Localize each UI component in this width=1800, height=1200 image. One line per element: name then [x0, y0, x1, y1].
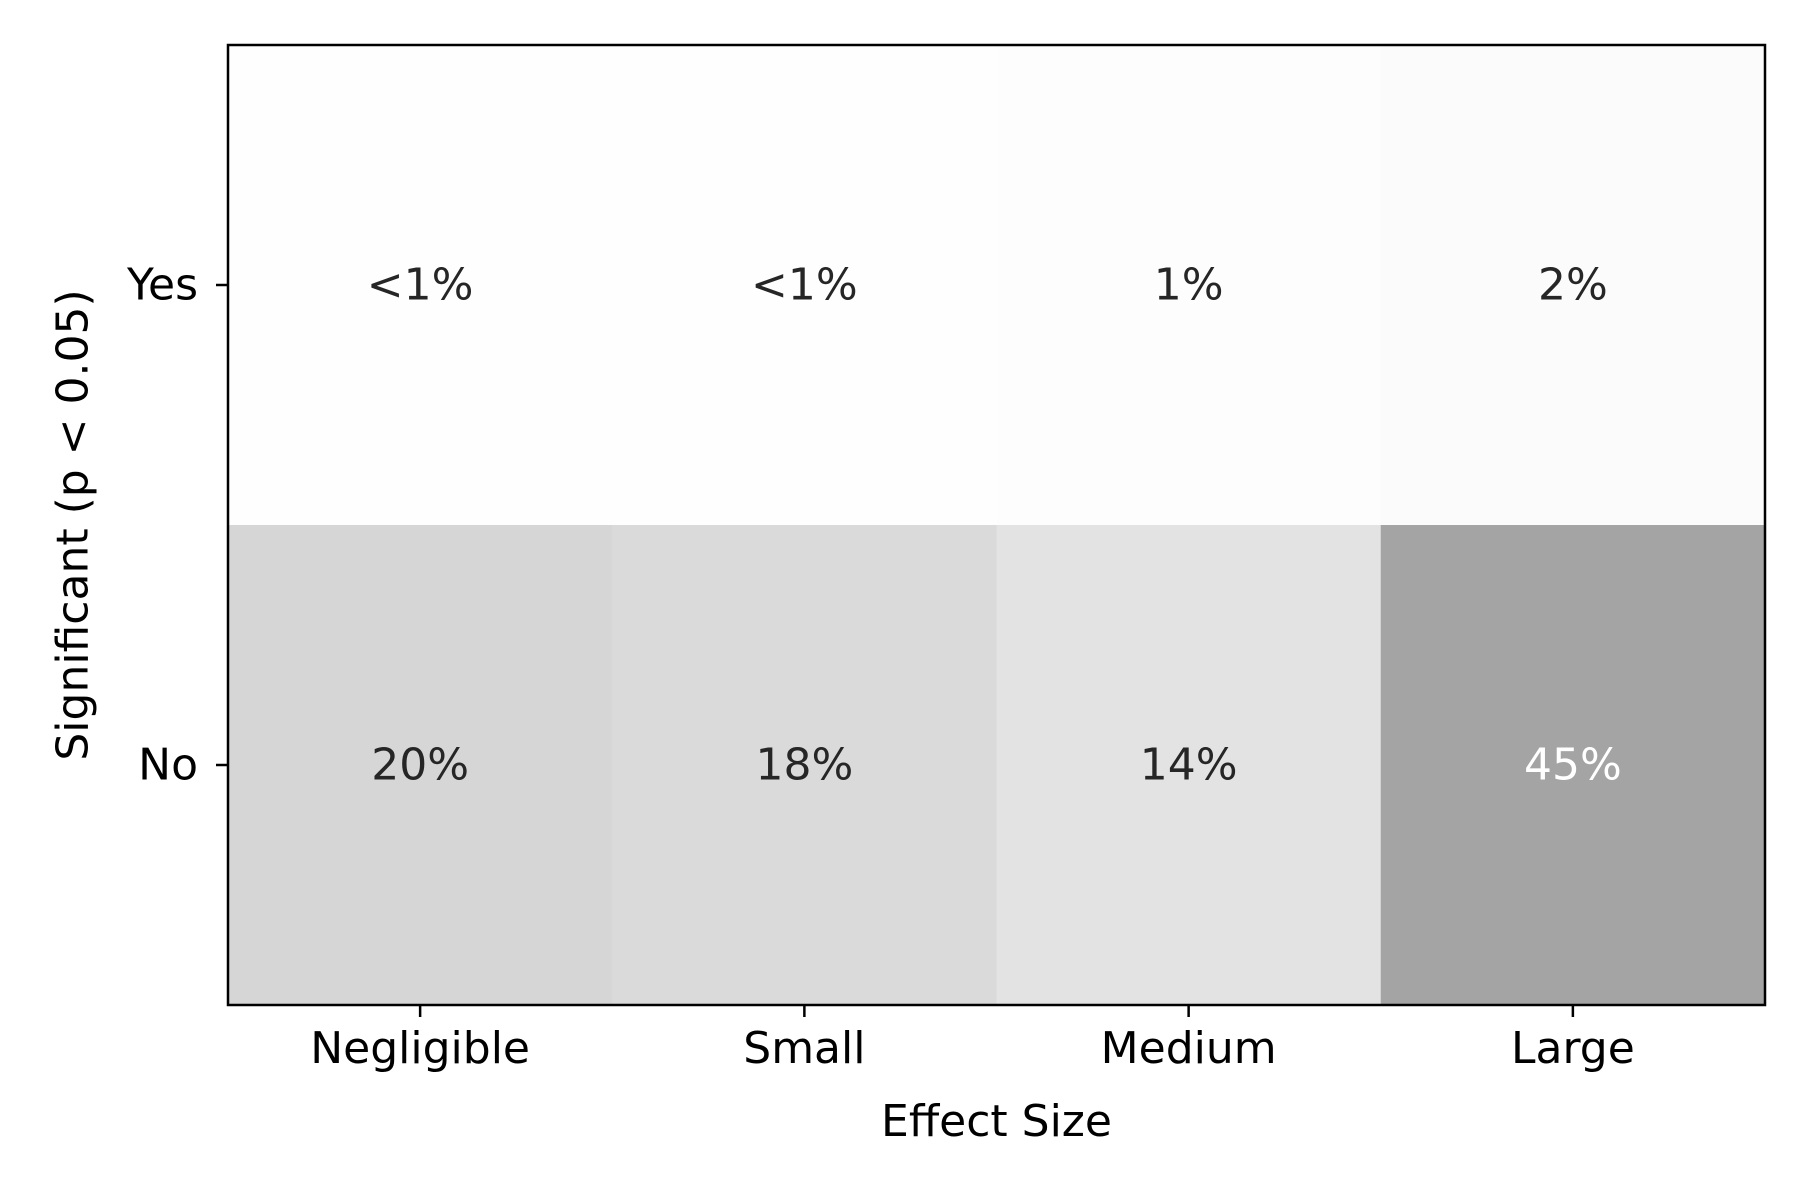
- heatmap-cell-label: 20%: [371, 740, 469, 791]
- x-axis-ticks: Negligible Small Medium Large: [310, 1005, 1635, 1074]
- y-axis-label: Significant (p < 0.05): [48, 289, 99, 760]
- heatmap-cell-labels: <1% <1% 1% 2% 20% 18% 14% 45%: [367, 260, 1622, 791]
- heatmap-cell: [228, 45, 613, 526]
- heatmap-cell: [996, 45, 1382, 526]
- heatmap-cell: [612, 525, 997, 1006]
- y-tick-label: No: [138, 740, 198, 791]
- heatmap-cell: [996, 525, 1382, 1006]
- heatmap-cell-label: 2%: [1538, 260, 1608, 311]
- heatmap-cell-label: 14%: [1140, 740, 1238, 791]
- heatmap-cells: [228, 45, 1766, 1006]
- heatmap-cell: [1380, 525, 1766, 1006]
- heatmap-cell: [1380, 45, 1766, 526]
- heatmap-cell-label: <1%: [751, 260, 858, 311]
- x-axis-label: Effect Size: [881, 1096, 1112, 1147]
- plot-frame: [226, 43, 1767, 1007]
- heatmap-cell: [228, 525, 613, 1006]
- x-tick-label: Medium: [1101, 1023, 1277, 1074]
- heatmap-cell-label: 45%: [1524, 740, 1622, 791]
- y-axis-ticks: Yes No: [126, 260, 228, 791]
- heatmap-cell-label: 1%: [1154, 260, 1224, 311]
- x-tick-label: Large: [1511, 1023, 1635, 1074]
- heatmap-cell-label: 18%: [755, 740, 853, 791]
- y-tick-label: Yes: [126, 260, 198, 311]
- x-tick-label: Negligible: [310, 1023, 530, 1074]
- heatmap-cell: [612, 45, 997, 526]
- x-tick-label: Small: [743, 1023, 865, 1074]
- heatmap-cell-label: <1%: [367, 260, 474, 311]
